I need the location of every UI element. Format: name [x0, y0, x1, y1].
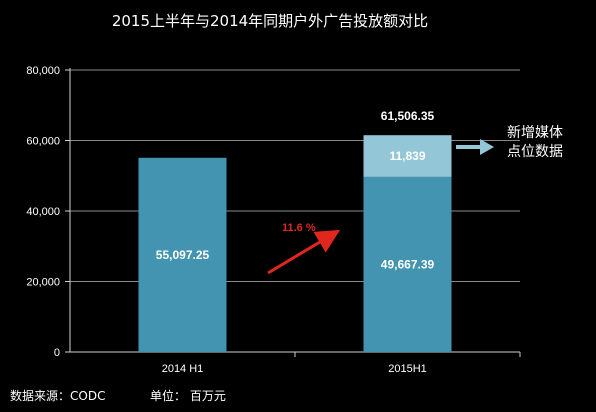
y-tick-label: 40,000	[26, 206, 60, 218]
new-media-note-line2: 点位数据	[507, 144, 563, 160]
y-tick-label: 80,000	[26, 65, 60, 77]
growth-arrow	[267, 229, 341, 275]
bar-value-label: 11,839	[389, 149, 425, 163]
chart-title: 2015上半年与2014年同期户外广告投放额对比	[112, 12, 428, 30]
category-labels: 2014 H1 2015H1	[162, 352, 521, 375]
y-axis-ticks: 0 20,000 40,000 60,000 80,000	[26, 65, 60, 359]
new-media-arrow	[456, 139, 494, 155]
bar-total-label: 61,506.35	[381, 109, 435, 123]
y-tick-label: 20,000	[26, 277, 60, 289]
x-category-label: 2015H1	[388, 363, 427, 375]
bar-value-label: 49,667.39	[381, 257, 435, 271]
gridlines	[65, 69, 520, 353]
new-media-note-line1: 新增媒体	[507, 125, 563, 141]
y-tick-label: 60,000	[26, 136, 60, 148]
x-category-label: 2014 H1	[162, 363, 204, 375]
bar-segment	[363, 135, 452, 177]
bars: 55,097.25 49,667.39 11,839 61,506.35	[138, 109, 452, 352]
growth-label: 11.6 %	[282, 222, 316, 234]
y-tick-label: 0	[54, 347, 60, 359]
bar-value-label: 55,097.25	[156, 248, 210, 262]
bar-segment	[363, 176, 452, 352]
unit-label: 单位： 百万元	[150, 388, 226, 403]
data-source: 数据来源：CODC	[10, 388, 105, 403]
bar-segment	[138, 157, 227, 352]
